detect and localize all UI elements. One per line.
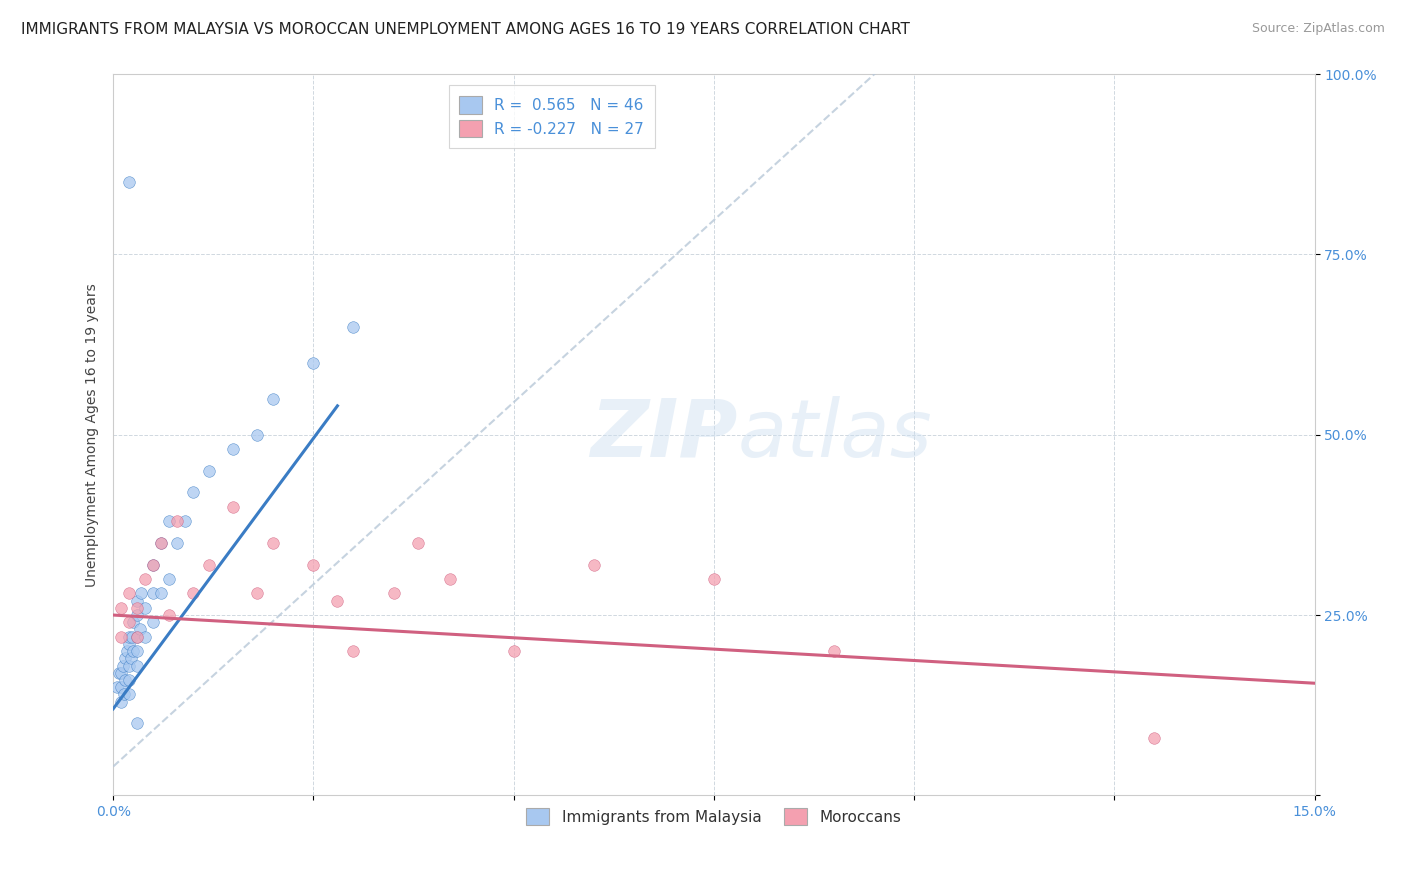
Point bbox=[1143, 731, 1166, 745]
Point bbox=[107, 665, 129, 680]
Point bbox=[128, 623, 150, 637]
Point bbox=[110, 695, 132, 709]
Point bbox=[142, 558, 165, 572]
Point bbox=[122, 644, 145, 658]
Legend: Immigrants from Malaysia, Moroccans: Immigrants from Malaysia, Moroccans bbox=[517, 798, 911, 835]
Point bbox=[111, 658, 134, 673]
Point bbox=[439, 572, 461, 586]
Point bbox=[222, 500, 245, 514]
Point bbox=[118, 175, 141, 189]
Point bbox=[114, 673, 136, 687]
Point bbox=[222, 442, 245, 457]
Point bbox=[181, 485, 204, 500]
Point bbox=[127, 716, 149, 731]
Point bbox=[118, 687, 141, 701]
Text: atlas: atlas bbox=[738, 396, 932, 474]
Point bbox=[127, 630, 149, 644]
Point bbox=[134, 600, 156, 615]
Point bbox=[246, 586, 269, 600]
Point bbox=[150, 586, 173, 600]
Point bbox=[110, 630, 132, 644]
Point bbox=[110, 600, 132, 615]
Point bbox=[110, 665, 132, 680]
Point bbox=[166, 514, 188, 528]
Point bbox=[142, 586, 165, 600]
Point bbox=[174, 514, 197, 528]
Point bbox=[406, 536, 429, 550]
Point bbox=[127, 630, 149, 644]
Point bbox=[127, 658, 149, 673]
Point bbox=[118, 615, 141, 630]
Point bbox=[150, 536, 173, 550]
Point bbox=[198, 558, 221, 572]
Point bbox=[262, 536, 284, 550]
Point bbox=[127, 644, 149, 658]
Point bbox=[157, 514, 180, 528]
Point bbox=[118, 586, 141, 600]
Point bbox=[142, 615, 165, 630]
Text: IMMIGRANTS FROM MALAYSIA VS MOROCCAN UNEMPLOYMENT AMONG AGES 16 TO 19 YEARS CORR: IMMIGRANTS FROM MALAYSIA VS MOROCCAN UNE… bbox=[21, 22, 910, 37]
Point bbox=[122, 615, 145, 630]
Point bbox=[127, 600, 149, 615]
Point bbox=[142, 558, 165, 572]
Point bbox=[115, 644, 138, 658]
Text: Source: ZipAtlas.com: Source: ZipAtlas.com bbox=[1251, 22, 1385, 36]
Point bbox=[302, 558, 325, 572]
Point bbox=[118, 630, 141, 644]
Point bbox=[166, 536, 188, 550]
Point bbox=[181, 586, 204, 600]
Point bbox=[150, 536, 173, 550]
Point bbox=[127, 593, 149, 607]
Point bbox=[121, 630, 143, 644]
Point bbox=[198, 464, 221, 478]
Point bbox=[382, 586, 405, 600]
Point bbox=[118, 673, 141, 687]
Point bbox=[134, 572, 156, 586]
Point bbox=[129, 586, 152, 600]
Point bbox=[823, 644, 845, 658]
Point bbox=[105, 680, 128, 694]
Point bbox=[262, 392, 284, 406]
Point bbox=[134, 630, 156, 644]
Point bbox=[110, 680, 132, 694]
Point bbox=[703, 572, 725, 586]
Point bbox=[502, 644, 524, 658]
Point bbox=[120, 651, 142, 665]
Point bbox=[246, 427, 269, 442]
Y-axis label: Unemployment Among Ages 16 to 19 years: Unemployment Among Ages 16 to 19 years bbox=[86, 283, 100, 587]
Point bbox=[112, 687, 135, 701]
Point bbox=[118, 658, 141, 673]
Point bbox=[157, 608, 180, 623]
Point bbox=[326, 593, 349, 607]
Text: ZIP: ZIP bbox=[591, 396, 738, 474]
Point bbox=[114, 651, 136, 665]
Point bbox=[582, 558, 605, 572]
Point bbox=[302, 355, 325, 369]
Point bbox=[342, 319, 364, 334]
Point bbox=[157, 572, 180, 586]
Point bbox=[342, 644, 364, 658]
Point bbox=[118, 637, 141, 651]
Point bbox=[127, 608, 149, 623]
